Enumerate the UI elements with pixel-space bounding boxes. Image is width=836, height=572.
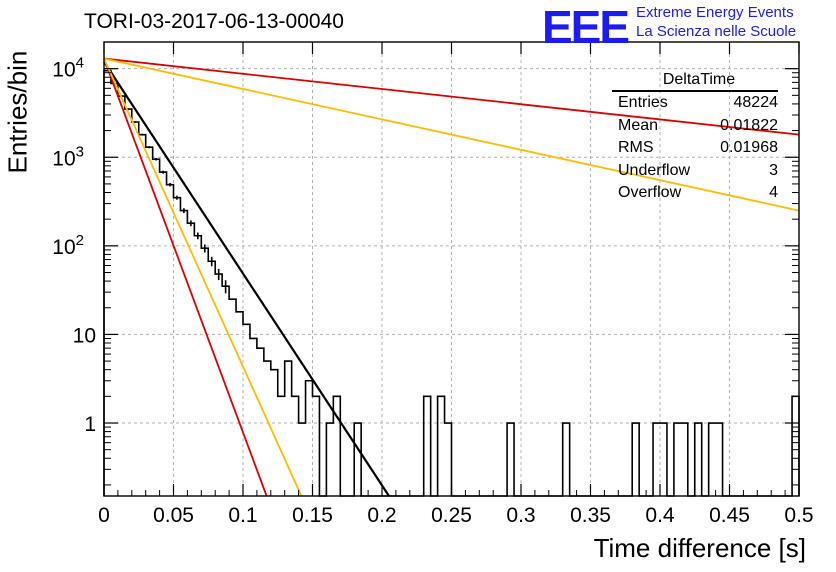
stats-label: RMS <box>618 139 654 156</box>
x-tick-label: 0.25 <box>431 504 472 527</box>
x-tick-label: 0.15 <box>292 504 333 527</box>
stats-value: 4 <box>769 184 778 201</box>
stats-row-underflow: Underflow 3 <box>612 160 778 183</box>
stats-label: Entries <box>618 94 668 111</box>
stats-row-entries: Entries 48224 <box>612 92 778 115</box>
stats-label: Underflow <box>618 161 691 179</box>
y-tick-label: 1 <box>84 413 96 436</box>
fit-curve <box>103 61 390 497</box>
stats-label: Mean <box>618 116 659 134</box>
x-tick-label: 0 <box>98 504 110 527</box>
logo-line-2: La Scienza nelle Scuole <box>636 23 797 40</box>
x-tick-label: 0.05 <box>153 504 194 527</box>
stats-value: 3 <box>769 161 778 179</box>
logo-text: EEE <box>542 1 630 53</box>
stats-row-overflow: Overflow 4 <box>612 182 778 205</box>
x-tick-label: 0.45 <box>709 504 750 527</box>
logo-line-1: Extreme Energy Events <box>636 4 794 21</box>
x-tick-label: 0.1 <box>228 504 257 527</box>
x-tick-label: 0.2 <box>367 504 396 527</box>
fit-curve <box>103 57 800 136</box>
fit-curve <box>103 58 268 497</box>
x-tick-label: 0.5 <box>784 504 813 527</box>
stats-box-title: DeltaTime <box>612 70 778 92</box>
stats-label: Overflow <box>618 184 682 201</box>
y-axis-label: Entries/bin <box>2 50 33 174</box>
stats-value: 0.01822 <box>720 116 778 134</box>
stats-row-mean: Mean 0.01822 <box>612 115 778 138</box>
stats-value: 0.01968 <box>720 139 778 156</box>
x-tick-label: 0.3 <box>506 504 535 527</box>
y-tick-label: 102 <box>52 232 84 259</box>
fit-curve <box>103 57 800 212</box>
x-tick-label: 0.35 <box>570 504 611 527</box>
stats-row-rms: RMS 0.01968 <box>612 137 778 160</box>
x-tick-label: 0.4 <box>645 504 675 527</box>
stats-box: DeltaTime Entries 48224 Mean 0.01822 RMS… <box>612 70 778 205</box>
x-axis-label: Time difference [s] <box>593 533 806 563</box>
y-tick-label: 10 <box>73 324 96 347</box>
chart-title: TORI-03-2017-06-13-00040 <box>84 10 344 33</box>
fit-curve <box>103 58 303 497</box>
y-tick-label: 103 <box>52 143 84 170</box>
y-tick-label: 104 <box>52 55 84 82</box>
stats-value: 48224 <box>733 94 779 111</box>
